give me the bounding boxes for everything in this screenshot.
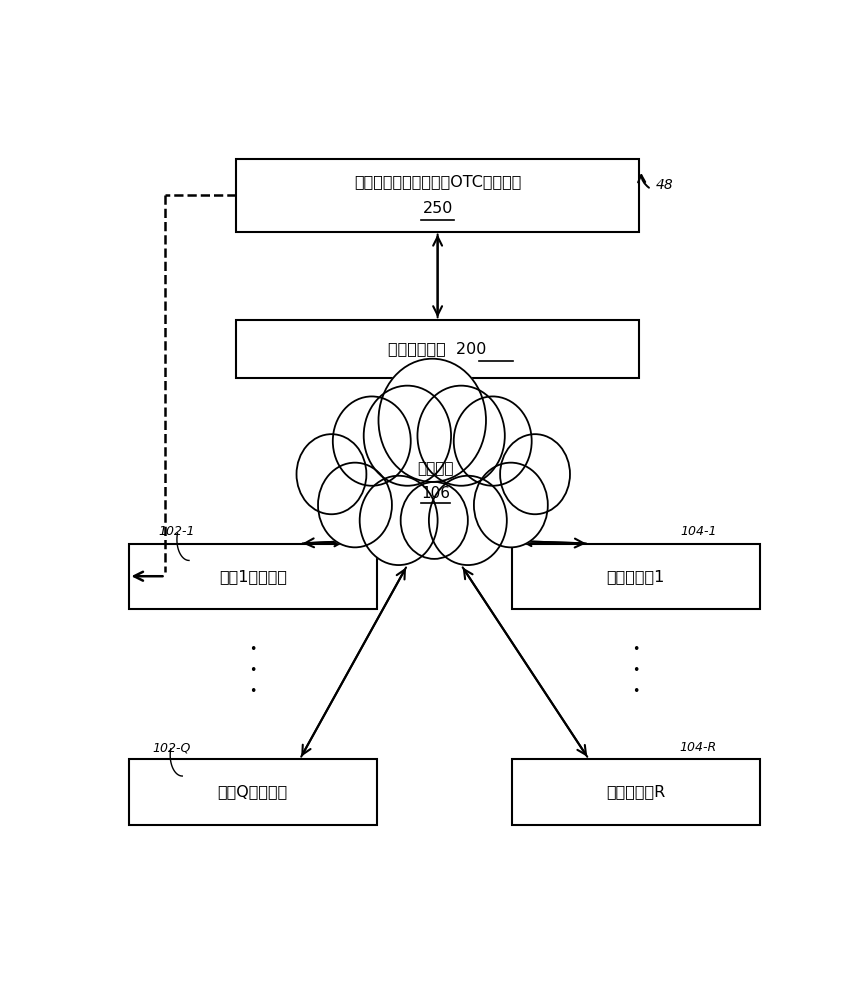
Text: 250: 250 — [422, 201, 453, 216]
Text: 102-1: 102-1 — [159, 525, 195, 538]
Text: •
•
•: • • • — [632, 643, 640, 698]
Text: 数据收集装置  200: 数据收集装置 200 — [388, 342, 486, 357]
FancyBboxPatch shape — [236, 158, 639, 232]
Circle shape — [474, 463, 548, 547]
Circle shape — [379, 359, 486, 482]
Text: 个体Q用户装置: 个体Q用户装置 — [218, 784, 288, 799]
Circle shape — [401, 482, 468, 559]
FancyBboxPatch shape — [512, 759, 760, 825]
Circle shape — [500, 434, 570, 514]
Circle shape — [297, 434, 367, 514]
Text: •
•
•: • • • — [249, 643, 257, 698]
Circle shape — [418, 386, 505, 486]
Text: 48: 48 — [656, 178, 674, 192]
Circle shape — [318, 463, 392, 547]
FancyBboxPatch shape — [512, 544, 760, 609]
Circle shape — [453, 396, 531, 486]
Circle shape — [360, 476, 438, 565]
Text: 106: 106 — [421, 486, 450, 501]
Text: 104-R: 104-R — [680, 741, 716, 754]
Text: 102-Q: 102-Q — [152, 741, 191, 754]
Text: 配药处装置1: 配药处装置1 — [607, 569, 665, 584]
Text: 通信网络: 通信网络 — [417, 461, 453, 476]
FancyBboxPatch shape — [128, 544, 377, 609]
Text: 皮质类固醇医药组合物OTC分配装置: 皮质类固醇医药组合物OTC分配装置 — [354, 174, 521, 189]
FancyBboxPatch shape — [128, 759, 377, 825]
Circle shape — [429, 476, 507, 565]
Text: 个体1用户装置: 个体1用户装置 — [218, 569, 287, 584]
Circle shape — [333, 396, 411, 486]
FancyBboxPatch shape — [236, 320, 639, 378]
Circle shape — [364, 386, 451, 486]
Text: 配药处装置R: 配药处装置R — [606, 784, 666, 799]
Text: 104-1: 104-1 — [680, 525, 716, 538]
